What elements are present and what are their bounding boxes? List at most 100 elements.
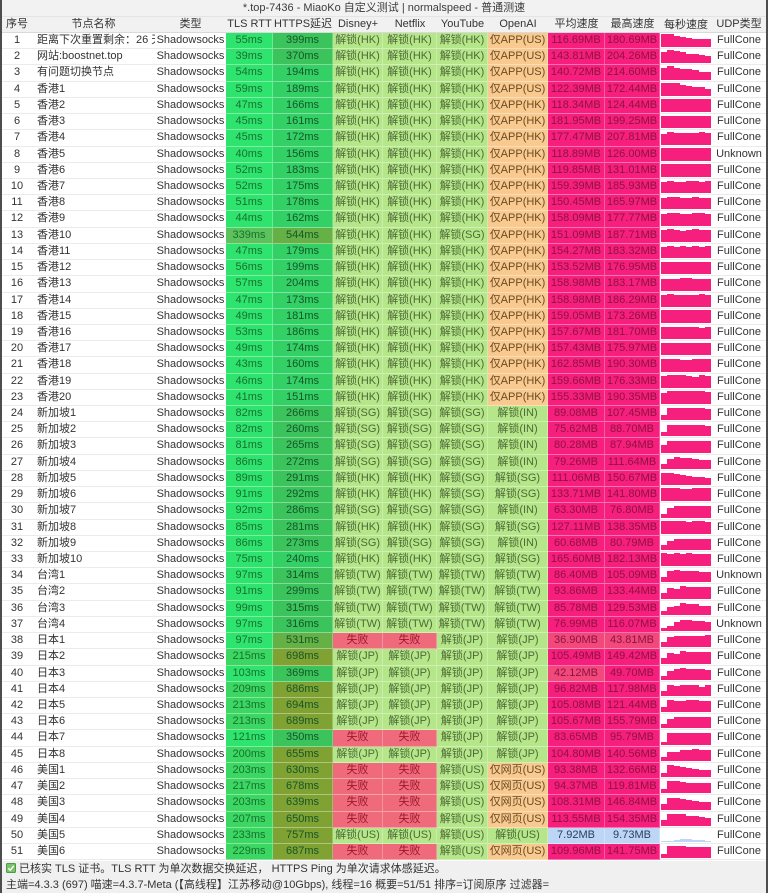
table-row[interactable]: 13 香港10 Shadowsocks 339ms 544ms 解锁(HK) 解… [2, 227, 766, 244]
table-row[interactable]: 22 香港19 Shadowsocks 46ms 174ms 解锁(HK) 解锁… [2, 373, 766, 390]
cell-netflix-unlock: 解锁(HK) [383, 49, 437, 66]
sparkline-bar [692, 54, 699, 64]
sparkline-bar [704, 164, 711, 177]
table-row[interactable]: 35 台湾2 Shadowsocks 91ms 299ms 解锁(TW) 解锁(… [2, 584, 766, 601]
column-header-max-speed[interactable]: 最高速度 [610, 18, 655, 30]
table-row[interactable]: 16 香港13 Shadowsocks 57ms 204ms 解锁(HK) 解锁… [2, 276, 766, 293]
speed-sparkline-chart [661, 391, 711, 405]
speed-sparkline-chart [661, 245, 711, 259]
cell-max-speed: 183.32MB [605, 243, 660, 261]
cell-disney-unlock: 解锁(HK) [333, 324, 383, 342]
cell-per-second-speed [660, 260, 712, 277]
cell-protocol-type: Shadowsocks [155, 341, 226, 358]
column-header-per-second-speed[interactable]: 每秒速度 [664, 19, 708, 31]
table-row[interactable]: 18 香港15 Shadowsocks 49ms 181ms 解锁(HK) 解锁… [2, 308, 766, 325]
table-row[interactable]: 17 香港14 Shadowsocks 47ms 173ms 解锁(HK) 解锁… [2, 292, 766, 309]
column-header-avg-speed[interactable]: 平均速度 [554, 18, 599, 30]
cell-https-latency: 174ms [273, 341, 333, 358]
cell-index: 50 [2, 828, 32, 844]
cell-protocol-type: Shadowsocks [155, 244, 226, 261]
table-row[interactable]: 37 台湾4 Shadowsocks 97ms 316ms 解锁(TW) 解锁(… [2, 616, 766, 634]
table-row[interactable]: 49 美国4 Shadowsocks 207ms 650ms 失败 失败 解锁(… [2, 811, 766, 828]
sparkline-bar [667, 670, 674, 680]
table-row[interactable]: 24 新加坡1 Shadowsocks 82ms 266ms 解锁(SG) 解锁… [2, 406, 766, 423]
cell-node-name: 台湾2 [32, 584, 155, 601]
cell-avg-speed: 127.11MB [548, 519, 605, 536]
column-header-netflix[interactable]: Netflix [394, 18, 426, 30]
table-row[interactable]: 38 日本1 Shadowsocks 97ms 531ms 失败 失败 解锁(J… [2, 633, 766, 650]
cell-https-latency: 173ms [273, 292, 333, 309]
column-header-type[interactable]: 类型 [179, 18, 202, 30]
table-row[interactable]: 10 香港7 Shadowsocks 52ms 175ms 解锁(HK) 解锁(… [2, 178, 766, 196]
column-header-udp-type[interactable]: UDP类型 [716, 18, 762, 30]
sparkline-bar [679, 650, 686, 664]
table-row[interactable]: 3 有问题切换节点 Shadowsocks 54ms 194ms 解锁(HK) … [2, 65, 766, 82]
table-row[interactable]: 48 美国3 Shadowsocks 203ms 639ms 失败 失败 解锁(… [2, 795, 766, 812]
table-row[interactable]: 25 新加坡2 Shadowsocks 82ms 260ms 解锁(SG) 解锁… [2, 422, 766, 439]
column-header-tls-rtt[interactable]: TLS RTT [227, 18, 272, 30]
table-row[interactable]: 41 日本4 Shadowsocks 209ms 686ms 解锁(JP) 解锁… [2, 681, 766, 698]
cell-index: 43 [2, 714, 32, 731]
sparkline-bar [698, 846, 705, 859]
cell-per-second-speed [660, 325, 712, 342]
table-row[interactable]: 30 新加坡7 Shadowsocks 92ms 286ms 解锁(SG) 解锁… [2, 503, 766, 520]
table-row[interactable]: 32 新加坡9 Shadowsocks 86ms 273ms 解锁(SG) 解锁… [2, 535, 766, 552]
table-row[interactable]: 46 美国1 Shadowsocks 203ms 630ms 失败 失败 解锁(… [2, 762, 766, 780]
cell-max-speed: 133.44MB [605, 584, 660, 601]
table-row[interactable]: 47 美国2 Shadowsocks 217ms 678ms 失败 失败 解锁(… [2, 779, 766, 796]
cell-per-second-speed [660, 276, 712, 293]
cell-protocol-type: Shadowsocks [155, 584, 226, 601]
cell-netflix-unlock: 解锁(SG) [383, 438, 437, 455]
sparkline-bar [698, 817, 705, 826]
table-row[interactable]: 29 新加坡6 Shadowsocks 91ms 292ms 解锁(HK) 解锁… [2, 487, 766, 504]
column-header-openai[interactable]: OpenAI [499, 18, 537, 30]
table-row[interactable]: 43 日本6 Shadowsocks 213ms 689ms 解锁(JP) 解锁… [2, 714, 766, 731]
table-row[interactable]: 11 香港8 Shadowsocks 51ms 178ms 解锁(HK) 解锁(… [2, 195, 766, 212]
table-row[interactable]: 28 新加坡5 Shadowsocks 89ms 291ms 解锁(HK) 解锁… [2, 470, 766, 488]
table-row[interactable]: 42 日本5 Shadowsocks 213ms 694ms 解锁(JP) 解锁… [2, 697, 766, 715]
table-row[interactable]: 27 新加坡4 Shadowsocks 86ms 272ms 解锁(SG) 解锁… [2, 454, 766, 471]
table-row[interactable]: 5 香港2 Shadowsocks 47ms 166ms 解锁(HK) 解锁(H… [2, 97, 766, 115]
table-row[interactable]: 36 台湾3 Shadowsocks 99ms 315ms 解锁(TW) 解锁(… [2, 600, 766, 617]
table-row[interactable]: 23 香港20 Shadowsocks 41ms 151ms 解锁(HK) 解锁… [2, 389, 766, 407]
table-row[interactable]: 7 香港4 Shadowsocks 45ms 172ms 解锁(HK) 解锁(H… [2, 130, 766, 147]
table-row[interactable]: 4 香港1 Shadowsocks 59ms 189ms 解锁(HK) 解锁(H… [2, 81, 766, 98]
table-row[interactable]: 14 香港11 Shadowsocks 47ms 179ms 解锁(HK) 解锁… [2, 243, 766, 261]
table-row[interactable]: 26 新加坡3 Shadowsocks 81ms 265ms 解锁(SG) 解锁… [2, 438, 766, 455]
sparkline-bar [704, 817, 711, 826]
column-header-youtube[interactable]: YouTube [440, 18, 485, 30]
table-row[interactable]: 15 香港12 Shadowsocks 56ms 199ms 解锁(HK) 解锁… [2, 260, 766, 277]
table-row[interactable]: 12 香港9 Shadowsocks 44ms 162ms 解锁(HK) 解锁(… [2, 211, 766, 228]
table-row[interactable]: 1 距离下次重置剩余：26 天 Shadowsocks 55ms 399ms 解… [2, 33, 766, 50]
table-row[interactable]: 20 香港17 Shadowsocks 49ms 174ms 解锁(HK) 解锁… [2, 341, 766, 358]
cell-avg-speed: 89.08MB [548, 406, 605, 423]
table-row[interactable]: 34 台湾1 Shadowsocks 97ms 314ms 解锁(TW) 解锁(… [2, 568, 766, 585]
cell-youtube-unlock: 解锁(SG) [437, 552, 488, 569]
table-row[interactable]: 44 日本7 Shadowsocks 121ms 350ms 失败 失败 解锁(… [2, 730, 766, 747]
speed-sparkline-chart [661, 115, 711, 129]
cell-https-latency: 655ms [273, 746, 333, 763]
table-row[interactable]: 21 香港18 Shadowsocks 43ms 160ms 解锁(HK) 解锁… [2, 357, 766, 374]
table-row[interactable]: 33 新加坡10 Shadowsocks 75ms 240ms 解锁(HK) 解… [2, 552, 766, 569]
table-row[interactable]: 19 香港16 Shadowsocks 53ms 186ms 解锁(HK) 解锁… [2, 324, 766, 342]
column-header-node-name[interactable]: 节点名称 [71, 18, 116, 30]
table-row[interactable]: 39 日本2 Shadowsocks 215ms 698ms 解锁(JP) 解锁… [2, 649, 766, 666]
table-row[interactable]: 45 日本8 Shadowsocks 200ms 655ms 解锁(JP) 解锁… [2, 746, 766, 763]
table-row[interactable]: 6 香港3 Shadowsocks 45ms 161ms 解锁(HK) 解锁(H… [2, 114, 766, 131]
results-table-body[interactable]: 1 距离下次重置剩余：26 天 Shadowsocks 55ms 399ms 解… [2, 33, 766, 861]
table-row[interactable]: 50 美国5 Shadowsocks 233ms 757ms 解锁(US) 解锁… [2, 827, 766, 844]
table-row[interactable]: 51 美国6 Shadowsocks 229ms 687ms 失败 失败 解锁(… [2, 843, 766, 861]
cell-node-name: 日本1 [32, 633, 155, 650]
cell-udp-type: FullCone [712, 195, 766, 212]
sparkline-bar [692, 636, 699, 648]
table-row[interactable]: 31 新加坡8 Shadowsocks 85ms 281ms 解锁(HK) 解锁… [2, 519, 766, 536]
table-row[interactable]: 9 香港6 Shadowsocks 52ms 183ms 解锁(HK) 解锁(H… [2, 162, 766, 179]
column-header-index[interactable]: 序号 [6, 18, 28, 30]
column-header-https-latency[interactable]: HTTPS延迟 [273, 18, 333, 30]
table-row[interactable]: 2 网站:boostnet.top Shadowsocks 39ms 370ms… [2, 49, 766, 66]
sparkline-bar [679, 539, 686, 550]
table-row[interactable]: 40 日本3 Shadowsocks 103ms 369ms 解锁(JP) 解锁… [2, 665, 766, 682]
column-header-disney[interactable]: Disney+ [337, 18, 379, 30]
table-row[interactable]: 8 香港5 Shadowsocks 40ms 156ms 解锁(HK) 解锁(H… [2, 146, 766, 163]
speed-sparkline-chart [661, 196, 711, 210]
